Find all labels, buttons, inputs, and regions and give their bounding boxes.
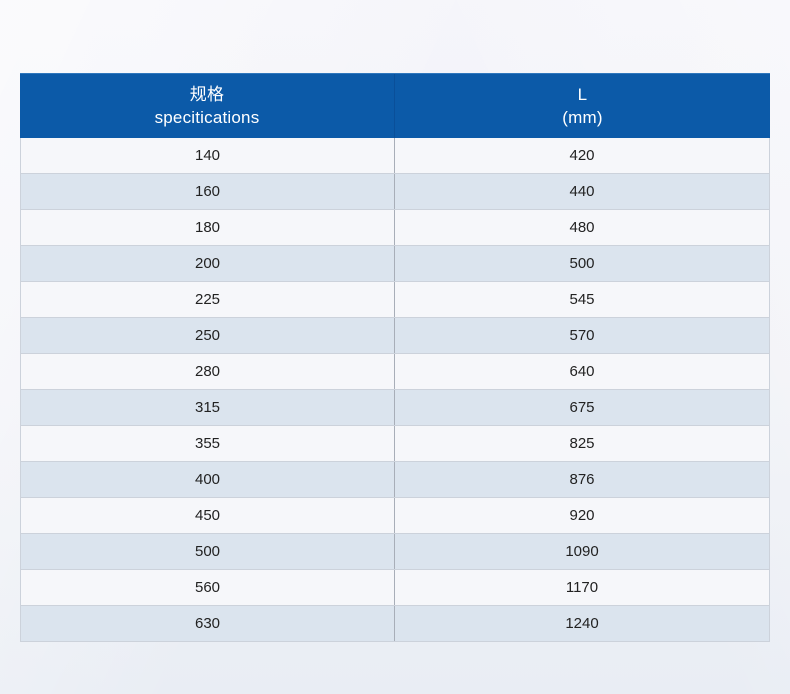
length-cell: 480 — [569, 219, 595, 236]
length-cell: 825 — [569, 435, 595, 452]
table-body: 140 420 160 440 180 480 200 500 225 545 … — [20, 138, 770, 642]
table-row: 560 1170 — [21, 570, 769, 606]
spec-column-header-cn: 规格 — [189, 85, 225, 104]
spec-cell: 450 — [21, 498, 395, 533]
spec-cell: 500 — [21, 534, 395, 569]
spec-cell: 200 — [21, 246, 395, 281]
table-row: 250 570 — [21, 318, 769, 354]
table-row: 315 675 — [21, 390, 769, 426]
spec-column-header: 规格 specitications — [20, 74, 395, 138]
length-column-header-unit: (mm) — [562, 108, 603, 127]
length-column-header-symbol: L — [577, 85, 588, 104]
length-cell: 545 — [569, 291, 595, 308]
length-column-header: L (mm) — [395, 74, 770, 138]
spec-cell: 630 — [21, 606, 395, 641]
table-row: 450 920 — [21, 498, 769, 534]
spec-cell: 280 — [21, 354, 395, 389]
spec-cell: 160 — [21, 174, 395, 209]
spec-cell: 250 — [21, 318, 395, 353]
table-row: 200 500 — [21, 246, 769, 282]
spec-cell: 140 — [21, 138, 395, 173]
table-row: 355 825 — [21, 426, 769, 462]
spec-cell: 225 — [21, 282, 395, 317]
length-cell: 640 — [569, 363, 595, 380]
length-cell: 500 — [569, 255, 595, 272]
spec-column-header-en: specitications — [154, 108, 260, 127]
spec-cell: 180 — [21, 210, 395, 245]
table-row: 630 1240 — [21, 606, 769, 642]
length-cell: 920 — [569, 507, 595, 524]
length-cell: 420 — [569, 147, 595, 164]
length-cell: 1170 — [565, 579, 599, 596]
length-cell: 440 — [569, 183, 595, 200]
length-cell: 1090 — [565, 543, 599, 560]
table-row: 400 876 — [21, 462, 769, 498]
spec-cell: 400 — [21, 462, 395, 497]
length-cell: 1240 — [565, 615, 599, 632]
spec-table: 规格 specitications L (mm) 140 420 160 440… — [20, 73, 770, 642]
table-row: 500 1090 — [21, 534, 769, 570]
table-row: 225 545 — [21, 282, 769, 318]
spec-cell: 315 — [21, 390, 395, 425]
table-row: 280 640 — [21, 354, 769, 390]
table-row: 180 480 — [21, 210, 769, 246]
length-cell: 876 — [569, 471, 595, 488]
table-header-row: 规格 specitications L (mm) — [20, 73, 770, 138]
table-row: 140 420 — [21, 138, 769, 174]
spec-cell: 355 — [21, 426, 395, 461]
table-row: 160 440 — [21, 174, 769, 210]
length-cell: 675 — [569, 399, 595, 416]
length-cell: 570 — [569, 327, 595, 344]
spec-cell: 560 — [21, 570, 395, 605]
